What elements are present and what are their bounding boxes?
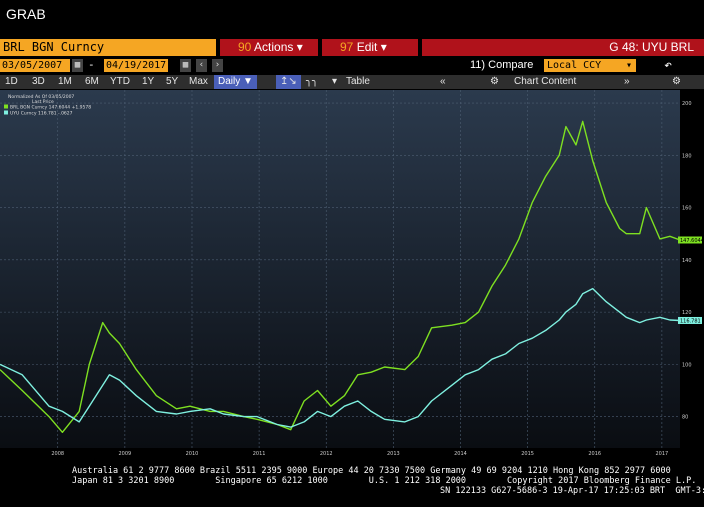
chart-content-icon[interactable]: ⚙ xyxy=(490,76,499,87)
y-tick-label: 80 xyxy=(682,415,688,421)
last-value-label-uyu: 116.781 xyxy=(680,318,701,324)
last-value-label-brl: 147.6044 xyxy=(680,238,704,244)
period-6m[interactable]: 6M xyxy=(85,76,99,87)
edit-menu-label: Edit xyxy=(356,40,378,54)
footer-contacts-line1: Australia 61 2 9777 8600 Brazil 5511 239… xyxy=(72,466,671,476)
chart-content-button[interactable]: Chart Content xyxy=(514,76,577,87)
last-value-labels: 147.6044 116.781 xyxy=(678,236,704,324)
settings-gear-icon[interactable]: ⚙ xyxy=(672,76,681,87)
start-date-input[interactable]: 03/05/2007 xyxy=(0,59,70,72)
back-arrow-icon[interactable]: ↶ xyxy=(664,58,672,73)
y-tick-label: 160 xyxy=(682,206,692,212)
period-1y[interactable]: 1Y xyxy=(142,76,155,87)
x-axis: 2007200820092010201120122013201420152016… xyxy=(51,451,669,457)
compare-button[interactable]: 11) Compare xyxy=(470,59,534,71)
legend-item-brl: BRL BGN Curncy 147.6044 +1.9578 xyxy=(10,105,91,111)
period-5y[interactable]: 5Y xyxy=(166,76,179,87)
currency-dropdown-icon: ▾ xyxy=(625,60,632,71)
y-tick-label: 180 xyxy=(682,153,692,159)
chart-type-dropdown-icon[interactable]: ▾ xyxy=(332,76,338,87)
page-title: G 48: UYU BRL xyxy=(422,39,704,56)
series-line-uyu xyxy=(0,287,681,428)
date-separator: - xyxy=(88,58,95,71)
y-tick-label: 120 xyxy=(682,310,692,316)
x-tick-label: 2011 xyxy=(253,451,266,457)
y-tick-label: 100 xyxy=(682,362,692,368)
legend-item-uyu: UYU Curncy 116.781 -.0627 xyxy=(10,111,73,117)
x-tick-label: 2016 xyxy=(588,451,601,457)
x-tick-label: 2015 xyxy=(521,451,534,457)
end-calendar-icon[interactable]: ▦ xyxy=(180,59,191,72)
edit-menu-number: 97 xyxy=(340,40,354,54)
header-title: GRAB xyxy=(6,6,46,22)
x-tick-label: 2014 xyxy=(454,451,467,457)
period-ytd[interactable]: YTD xyxy=(110,76,130,87)
line-chart-icon[interactable]: ↥↘ xyxy=(276,75,301,89)
currency-value: Local CCY xyxy=(547,60,602,71)
legend-swatch-uyu xyxy=(4,110,8,115)
x-tick-label: 2012 xyxy=(320,451,333,457)
legend: Normalized As Of 03/05/2007 Last Price B… xyxy=(4,94,91,117)
series-line-brl xyxy=(0,120,681,433)
footer-contacts-line2: Japan 81 3 3201 8900 Singapore 65 6212 1… xyxy=(72,476,697,486)
expand-icon[interactable]: » xyxy=(624,76,630,87)
legend-title: Normalized As Of 03/05/2007 xyxy=(8,94,74,100)
grid xyxy=(0,90,680,448)
actions-dropdown-icon: ▾ xyxy=(296,40,303,54)
actions-menu-number: 90 xyxy=(238,40,252,54)
price-chart[interactable]: 2007200820092010201120122013201420152016… xyxy=(0,90,704,457)
x-tick-label: 2009 xyxy=(118,451,131,457)
edit-menu-button[interactable]: 97 Edit ▾ xyxy=(322,39,418,56)
period-max[interactable]: Max xyxy=(189,76,208,87)
last-value-tag-uyu xyxy=(678,316,702,324)
x-tick-label: 2010 xyxy=(186,451,199,457)
plot-area xyxy=(0,90,680,448)
footer-session-info: SN 122133 G627-5686-3 19-Apr-17 17:25:03… xyxy=(440,486,704,496)
x-tick-label: 2008 xyxy=(51,451,64,457)
end-date-input[interactable]: 04/19/2017 xyxy=(104,59,168,72)
actions-menu-button[interactable]: 90 Actions ▾ xyxy=(220,39,318,56)
y-axis: 80 100 120 140 160 180 200 xyxy=(682,101,692,421)
x-tick-label: 2017 xyxy=(656,451,669,457)
period-1m[interactable]: 1M xyxy=(58,76,72,87)
frequency-value: Daily xyxy=(218,76,241,87)
chart-toolbar xyxy=(0,75,704,89)
frequency-select[interactable]: Daily ▼ xyxy=(214,75,257,89)
prev-period-icon[interactable]: ‹ xyxy=(196,59,207,72)
period-3d[interactable]: 3D xyxy=(32,76,45,87)
last-value-tag-brl xyxy=(678,236,702,244)
start-calendar-icon[interactable]: ▦ xyxy=(72,59,83,72)
period-1d[interactable]: 1D xyxy=(5,76,18,87)
edit-dropdown-icon: ▾ xyxy=(380,40,387,54)
y-tick-label: 140 xyxy=(682,258,692,264)
collapse-icon[interactable]: « xyxy=(440,76,446,87)
next-period-icon[interactable]: › xyxy=(212,59,223,72)
table-button[interactable]: Table xyxy=(346,76,370,87)
bar-chart-icon[interactable]: ╮╮ xyxy=(306,76,319,87)
x-tick-label: 2013 xyxy=(387,451,400,457)
currency-select[interactable]: Local CCY ▾ xyxy=(544,59,636,72)
series-lines xyxy=(0,120,681,433)
security-field[interactable]: BRL BGN Curncy xyxy=(0,39,216,56)
legend-subtitle: Last Price xyxy=(32,99,54,105)
frequency-dropdown-icon: ▼ xyxy=(243,76,253,87)
y-tick-label: 200 xyxy=(682,101,692,107)
legend-swatch-brl xyxy=(4,104,8,109)
actions-menu-label: Actions xyxy=(254,40,294,54)
